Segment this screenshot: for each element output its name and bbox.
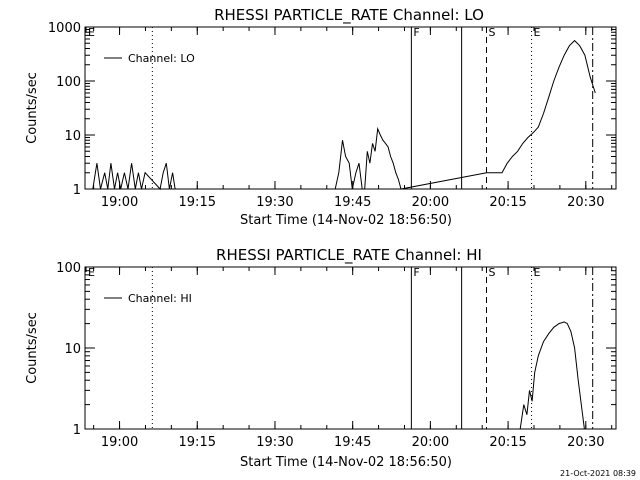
y-tick-label: 10 <box>64 129 81 144</box>
x-tick-label: 19:45 <box>334 435 371 450</box>
x-tick-label: 20:00 <box>412 435 449 450</box>
y-tick-label: 100 <box>56 261 81 276</box>
y-axis-label-lo: Counts/sec <box>25 72 40 144</box>
y-tick-label: 1 <box>73 183 81 198</box>
y-axis-hi: 1 10 100 <box>56 261 616 438</box>
panel-lo: RHESSI PARTICLE_RATE Channel: LO 1101001… <box>25 6 617 228</box>
y-tick-label: 1000 <box>48 21 81 36</box>
x-axis-label-hi: Start Time (14-Nov-02 18:56:50) <box>240 455 452 470</box>
chart-title-hi: RHESSI PARTICLE_RATE Channel: HI <box>216 246 482 265</box>
x-tick-label: 19:15 <box>179 195 216 210</box>
event-marker-label: E <box>534 26 541 39</box>
legend-label-hi: Channel: HI <box>128 292 192 305</box>
x-tick-label: 19:00 <box>101 435 138 450</box>
y-axis-lo: 1 10 100 1000 <box>48 21 616 198</box>
x-tick-label: 19:30 <box>256 195 293 210</box>
x-tick-label: 20:30 <box>567 435 604 450</box>
panel-hi: RHESSI PARTICLE_RATE Channel: HI 110100 … <box>25 246 617 470</box>
x-axis-hi: 19:00 19:15 19:30 19:45 20:00 20:15 20:30 <box>93 267 613 450</box>
event-marker-label: F <box>413 266 419 279</box>
x-tick-label: 20:00 <box>412 195 449 210</box>
x-tick-label: 20:15 <box>489 195 526 210</box>
legend-label-lo: Channel: LO <box>128 52 195 65</box>
x-tick-label: 19:00 <box>101 195 138 210</box>
event-marker-label: E <box>88 266 95 279</box>
series-line-hi <box>519 321 585 430</box>
x-axis-label-lo: Start Time (14-Nov-02 18:56:50) <box>240 213 452 228</box>
y-tick-label: 10 <box>64 342 81 357</box>
y-tick-label: 1 <box>73 423 81 438</box>
event-marker-label: E <box>88 26 95 39</box>
y-axis-label-hi: Counts/sec <box>25 312 40 384</box>
footer-timestamp: 21-Oct-2021 08:39 <box>560 469 636 478</box>
chart-title-lo: RHESSI PARTICLE_RATE Channel: LO <box>214 6 484 25</box>
x-tick-label: 19:15 <box>179 435 216 450</box>
event-marker-label: S <box>488 26 495 39</box>
x-tick-label: 19:45 <box>334 195 371 210</box>
y-tick-label: 100 <box>56 75 81 90</box>
plot-frame-lo <box>84 26 617 190</box>
x-tick-label: 20:30 <box>567 195 604 210</box>
x-axis-lo: 19:00 19:15 19:30 19:45 20:00 20:15 20:30 <box>93 27 613 210</box>
event-marker-label: F <box>413 26 419 39</box>
event-marker-label: S <box>488 266 495 279</box>
x-tick-label: 20:15 <box>489 435 526 450</box>
event-marker-label: E <box>534 266 541 279</box>
x-tick-label: 19:30 <box>256 435 293 450</box>
series-line-lo <box>92 39 596 191</box>
